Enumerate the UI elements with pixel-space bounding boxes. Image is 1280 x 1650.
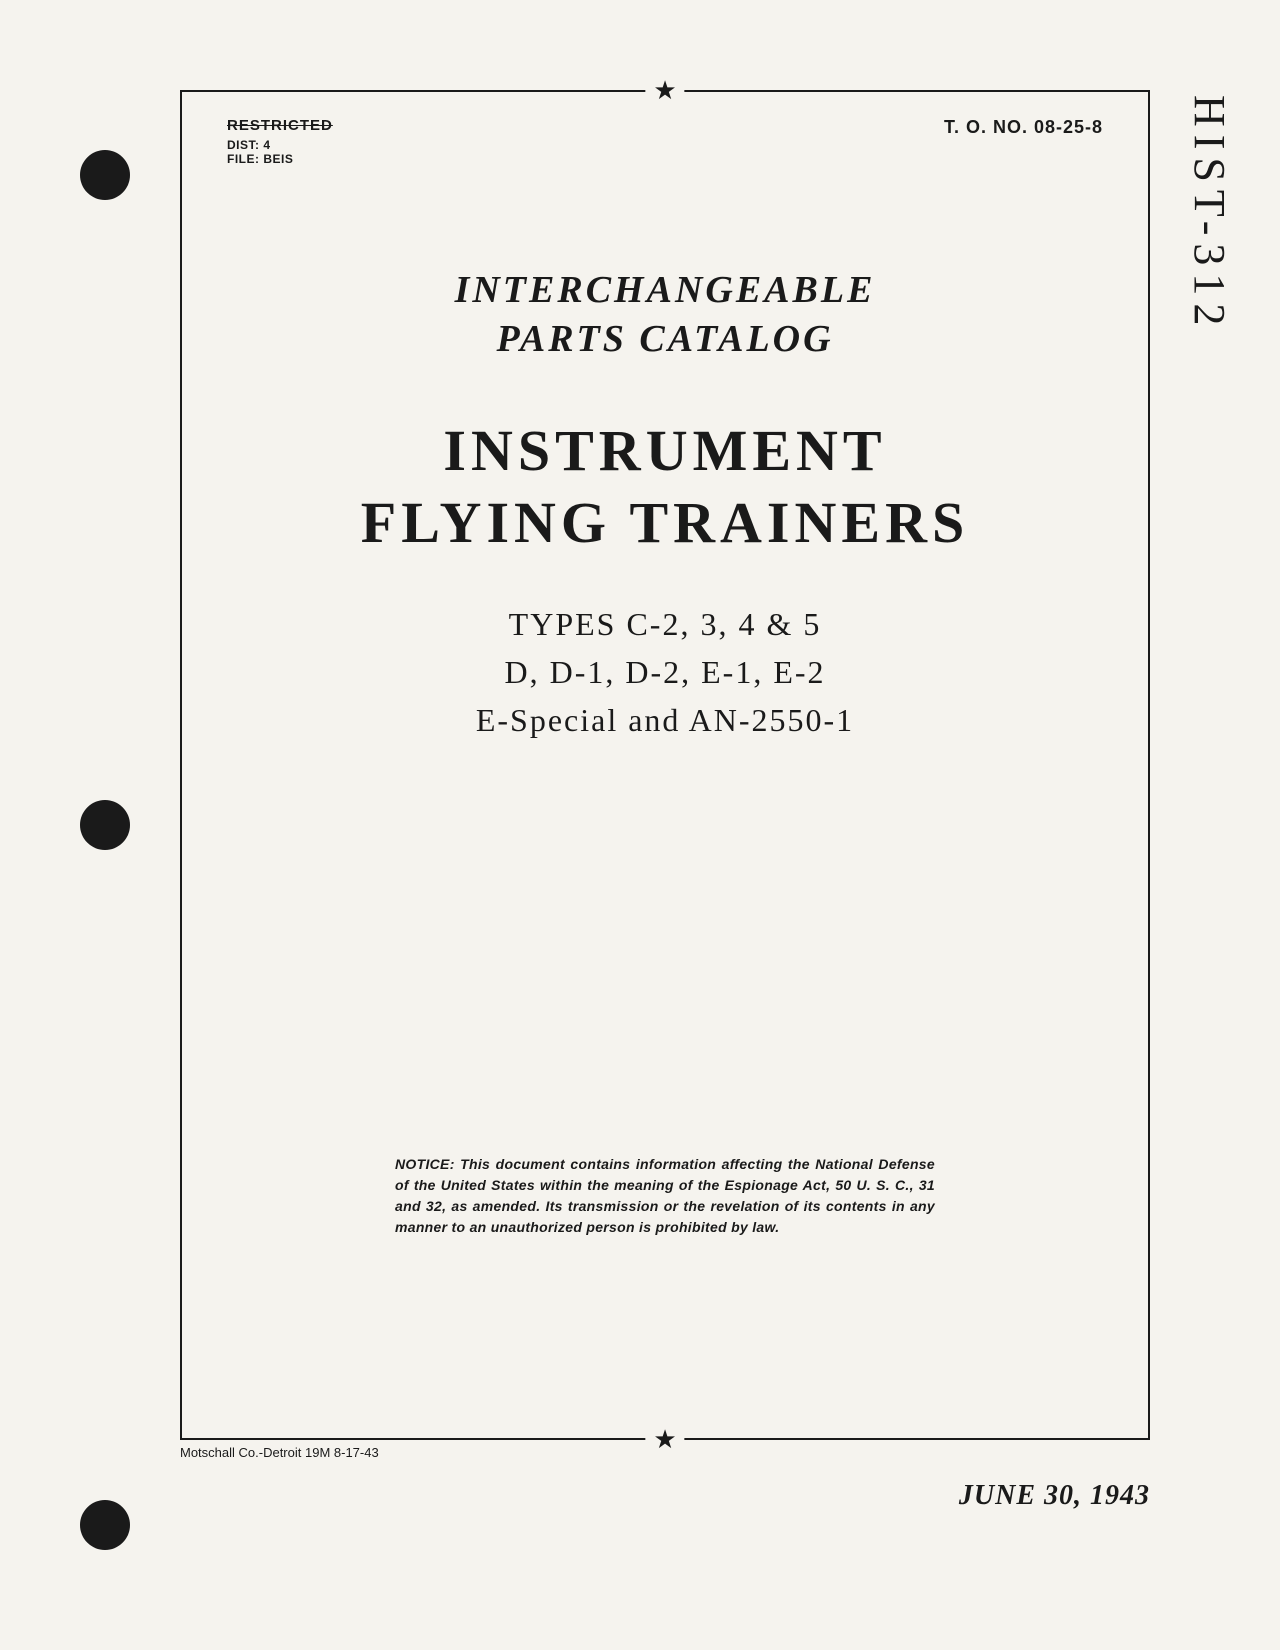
- document-date: JUNE 30, 1943: [959, 1480, 1150, 1512]
- publisher-info: Motschall Co.-Detroit 19M 8-17-43: [180, 1445, 379, 1460]
- header-section: RESTRICTED DIST: 4 FILE: BEIS T. O. NO. …: [227, 117, 1103, 166]
- title-line-1: INSTRUMENT: [443, 418, 886, 483]
- security-notice: NOTICE: This document contains informati…: [395, 1154, 935, 1238]
- types-line-3: E-Special and AN-2550-1: [476, 702, 854, 738]
- document-title: INSTRUMENT FLYING TRAINERS: [227, 415, 1103, 560]
- hole-punch-top: [80, 150, 130, 200]
- types-line-1: TYPES C-2, 3, 4 & 5: [509, 606, 822, 642]
- subtitle-line-1: INTERCHANGEABLE: [455, 269, 876, 311]
- notice-text: This document contains information affec…: [395, 1156, 935, 1235]
- document-page: HIST-312 ★ ★ RESTRICTED DIST: 4 FILE: BE…: [0, 0, 1280, 1650]
- types-listing: TYPES C-2, 3, 4 & 5 D, D-1, D-2, E-1, E-…: [227, 600, 1103, 744]
- main-content: INTERCHANGEABLE PARTS CATALOG INSTRUMENT…: [227, 266, 1103, 744]
- star-icon-top: ★: [645, 78, 684, 104]
- footer-section: Motschall Co.-Detroit 19M 8-17-43 JUNE 3…: [180, 1445, 1150, 1512]
- file-label: FILE: BEIS: [227, 152, 333, 166]
- header-left-block: RESTRICTED DIST: 4 FILE: BEIS: [227, 117, 333, 166]
- side-archive-label: HIST-312: [1184, 95, 1235, 333]
- document-border: ★ ★ RESTRICTED DIST: 4 FILE: BEIS T. O. …: [180, 90, 1150, 1440]
- technical-order-number: T. O. NO. 08-25-8: [944, 117, 1103, 138]
- star-icon-bottom: ★: [645, 1427, 684, 1453]
- document-subtitle: INTERCHANGEABLE PARTS CATALOG: [227, 266, 1103, 365]
- types-line-2: D, D-1, D-2, E-1, E-2: [504, 654, 825, 690]
- subtitle-line-2: PARTS CATALOG: [496, 318, 833, 360]
- hole-punch-middle: [80, 800, 130, 850]
- hole-punch-bottom: [80, 1500, 130, 1550]
- classification-label: RESTRICTED: [227, 117, 333, 134]
- title-line-2: FLYING TRAINERS: [361, 490, 969, 555]
- distribution-label: DIST: 4: [227, 138, 333, 152]
- notice-label: NOTICE:: [395, 1156, 455, 1172]
